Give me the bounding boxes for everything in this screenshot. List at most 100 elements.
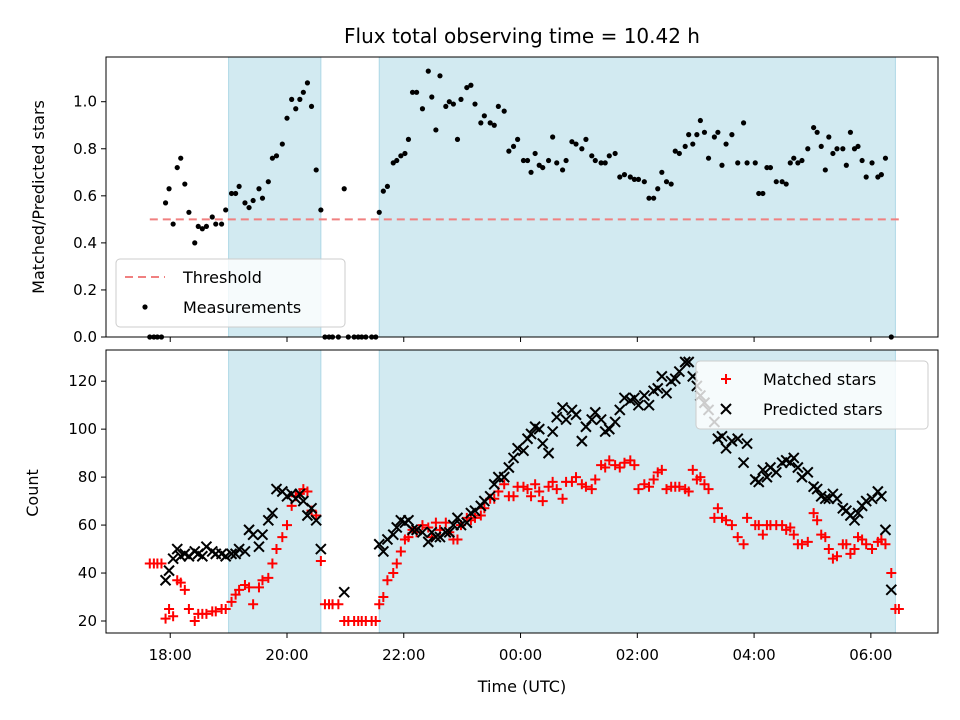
measurement-point xyxy=(655,186,661,192)
predicted-star-marker xyxy=(315,543,327,555)
predicted-star-marker xyxy=(614,404,626,416)
measurement-point xyxy=(242,200,248,206)
matched-star-marker xyxy=(604,455,615,466)
predicted-star-marker xyxy=(163,564,175,577)
measurement-point xyxy=(402,150,408,157)
matched-star-marker xyxy=(315,556,326,567)
matched-star-marker xyxy=(499,479,510,490)
predicted-star-marker xyxy=(732,433,744,445)
x-axis-label: Time (UTC) xyxy=(477,677,566,696)
matched-star-marker xyxy=(590,474,601,485)
measurement-point xyxy=(506,148,512,154)
measurement-point xyxy=(740,120,747,126)
matched-star-marker xyxy=(417,520,428,531)
measurement-point xyxy=(573,141,579,147)
x-tick-label: 20:00 xyxy=(265,646,308,664)
y-tick-label: 0.4 xyxy=(73,234,97,252)
measurement-point xyxy=(398,153,404,159)
measurement-point xyxy=(783,181,789,187)
predicted-star-marker xyxy=(831,492,843,505)
measurement-point xyxy=(478,120,484,126)
matched-star-marker xyxy=(253,582,264,593)
measurement-point xyxy=(228,190,235,197)
y-tick-label: 0.6 xyxy=(73,187,97,205)
measurement-point xyxy=(246,204,252,211)
measurement-point xyxy=(545,157,552,164)
predicted-star-marker xyxy=(875,490,888,503)
measurement-point xyxy=(859,157,865,164)
matched-star-marker xyxy=(382,575,393,586)
measurement-point xyxy=(779,179,785,185)
predicted-star-marker xyxy=(338,586,350,598)
measurement-point xyxy=(676,150,682,157)
predicted-star-marker xyxy=(852,507,864,519)
predicted-star-marker xyxy=(511,442,524,455)
y-tick-label: 0.2 xyxy=(73,281,97,299)
measurement-point xyxy=(694,132,700,138)
matched-star-marker xyxy=(378,592,389,603)
predicted-star-marker xyxy=(570,409,582,421)
matched-star-marker xyxy=(619,457,630,468)
matched-star-marker xyxy=(880,539,891,550)
measurement-point xyxy=(646,195,652,201)
measurement-point xyxy=(583,136,589,142)
measurement-point xyxy=(791,155,797,161)
matched-star-marker xyxy=(475,510,486,521)
legend-measurements-label: Measurements xyxy=(183,298,301,317)
predicted-star-marker xyxy=(391,521,403,534)
matched-star-marker xyxy=(489,493,500,504)
predicted-star-marker xyxy=(848,514,861,526)
measurement-point xyxy=(744,160,750,166)
matched-star-marker xyxy=(210,606,221,617)
measurement-point xyxy=(711,134,717,140)
measurement-point xyxy=(834,146,840,152)
matched-star-marker xyxy=(179,584,190,595)
predicted-star-marker xyxy=(406,524,419,536)
predicted-star-marker xyxy=(643,399,655,411)
x-tick-label: 00:00 xyxy=(499,646,542,664)
measurement-point xyxy=(510,143,517,150)
y-tick-label: 100 xyxy=(68,420,97,438)
predicted-star-marker xyxy=(167,552,179,565)
x-tick-label: 04:00 xyxy=(732,646,775,664)
matched-star-marker xyxy=(726,520,737,531)
legend-box xyxy=(695,360,929,430)
predicted-star-marker xyxy=(741,437,753,450)
measurement-point xyxy=(569,139,575,145)
predicted-star-marker xyxy=(879,524,892,536)
predicted-star-marker xyxy=(576,435,588,447)
measurement-point xyxy=(520,157,527,164)
matched-star-marker xyxy=(220,604,231,615)
predicted-star-marker xyxy=(159,574,172,586)
matched-star-marker xyxy=(721,515,732,526)
measurement-point xyxy=(468,82,474,88)
measurement-point xyxy=(308,103,315,110)
measurement-point xyxy=(826,134,832,140)
measurement-point xyxy=(199,226,205,232)
matched-star-marker xyxy=(160,613,171,624)
matched-star-marker xyxy=(201,608,212,619)
matched-star-marker xyxy=(656,464,667,475)
measurement-point xyxy=(192,240,198,246)
measurement-point xyxy=(515,136,521,142)
ratio-panel: 0.0 0.2 0.4 0.6 0.8 1.0 Threshold Measurements xyxy=(73,56,939,346)
measurement-point xyxy=(300,89,306,95)
matched-star-marker xyxy=(537,496,548,507)
measurement-point xyxy=(617,174,623,180)
predicted-star-marker xyxy=(546,425,559,438)
matched-star-marker xyxy=(867,544,878,555)
measurement-point xyxy=(767,164,774,171)
legend: Matched stars Predicted stars xyxy=(695,360,929,430)
matched-star-marker xyxy=(234,584,245,595)
matched-star-marker xyxy=(695,472,706,483)
measurement-point xyxy=(256,186,262,192)
measurement-point xyxy=(690,141,696,147)
measurement-point xyxy=(822,167,828,173)
matched-star-marker xyxy=(156,558,167,569)
measurement-point xyxy=(602,160,608,166)
predicted-star-marker xyxy=(618,392,631,404)
matched-star-marker xyxy=(257,575,268,586)
measurement-point xyxy=(289,96,295,102)
matched-star-marker xyxy=(820,532,831,543)
predicted-star-marker xyxy=(387,528,399,541)
